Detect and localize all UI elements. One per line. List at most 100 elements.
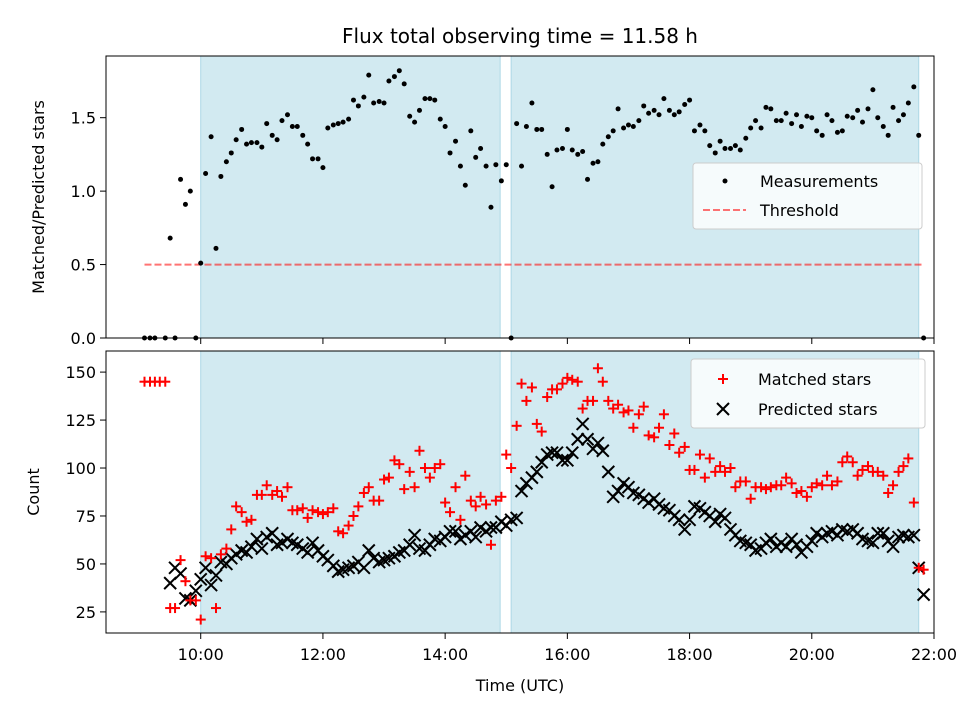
matched-point-10 [190,595,201,606]
measurement-point-23 [264,121,270,127]
matched-point-74 [516,378,527,389]
predicted-point-76 [550,445,564,460]
matched-point-71 [501,449,512,460]
top-shaded-spans [200,55,920,339]
measurement-point-57 [437,116,443,122]
measurement-point-95 [630,124,636,129]
measurement-point-60 [453,138,459,144]
matched-point-23 [256,489,267,500]
matched-point-137 [837,457,848,468]
bottom-ytick-label-4: 125 [65,411,96,430]
measurement-point-120 [758,125,764,131]
predicted-point-27 [300,545,315,560]
measurement-point-39 [346,116,352,122]
bottom-xtick-label-3: 16:00 [544,645,590,664]
matched-point-39 [338,528,349,539]
predicted-point-6 [194,572,208,586]
measurement-point-92 [615,106,621,112]
measurement-point-129 [804,113,810,119]
matched-point-104 [669,428,680,439]
predicted-point-123 [789,538,804,552]
predicted-point-75 [545,445,559,460]
matched-point-89 [592,363,603,374]
measurement-point-36 [330,122,336,128]
measurement-point-98 [646,110,652,116]
matched-point-94 [618,407,629,418]
matched-point-119 [745,493,756,504]
measurement-point-132 [819,132,825,138]
matched-point-135 [826,480,837,491]
matched-point-132 [811,478,822,489]
matched-point-101 [654,422,665,433]
measurement-point-54 [422,96,428,102]
chart-title: Flux total observing time = 11.58 h [342,24,698,48]
measurement-point-79 [549,184,555,190]
matched-point-62 [455,514,466,525]
measurement-point-128 [798,124,804,129]
top-legend-box [692,162,923,230]
legend-measurements-marker [722,178,728,184]
measurement-point-19 [244,141,250,147]
measurement-point-32 [310,156,316,162]
matched-point-42 [353,501,364,512]
measurement-point-88 [595,159,601,165]
matched-point-57 [429,463,440,474]
matched-point-43 [358,487,369,498]
measurement-point-15 [223,159,229,165]
measurement-point-62 [462,182,468,188]
predicted-point-146 [907,528,921,542]
measurement-point-93 [621,125,627,131]
measurement-point-35 [325,125,331,131]
matched-point-96 [628,422,639,433]
matched-point-83 [562,372,573,383]
matched-point-123 [765,482,776,493]
measurement-point-110 [707,143,713,149]
matched-point-18 [231,501,242,512]
measurement-point-91 [610,128,616,134]
matched-point-141 [857,464,868,475]
measurement-point-82 [564,126,570,132]
measurement-point-103 [671,112,677,118]
measurement-point-107 [691,128,697,134]
measurement-point-123 [773,118,779,124]
predicted-point-7 [198,561,213,575]
measurement-point-100 [656,112,662,118]
matched-point-59 [440,497,451,508]
matched-point-148 [893,466,904,477]
bottom-shaded-span-0 [200,350,501,634]
predicted-point-101 [677,522,692,537]
predicted-point-102 [682,513,697,527]
measurement-point-68 [493,162,499,168]
matched-point-68 [485,539,496,550]
matched-point-103 [664,440,675,450]
matched-point-15 [215,549,226,560]
measurement-point-58 [442,124,448,129]
predicted-point-148 [916,587,931,602]
predicted-point-78 [560,453,575,468]
bottom-ytick-label-2: 75 [76,507,96,526]
matched-point-65 [470,501,481,512]
measurement-point-8 [182,201,188,207]
measurement-point-69 [498,178,504,184]
predicted-point-121 [779,539,793,554]
matched-point-153 [918,564,929,575]
top-panel: 0.0 0.5 1.0 1.5 Matched/Predicted stars Mea… [29,55,935,348]
matched-point-26 [272,486,283,497]
bottom-y-axis-label: Count [24,468,43,516]
predicted-point-28 [305,536,320,550]
legend-predicted-marker [716,402,730,416]
matched-point-142 [863,461,874,472]
matched-point-48 [383,472,394,483]
predicted-point-55 [443,524,457,539]
measurement-point-126 [789,121,795,127]
measurement-point-134 [829,118,835,124]
measurement-point-119 [753,118,759,124]
predicted-point-81 [575,417,590,431]
predicted-point-56 [448,524,463,539]
measurement-point-127 [794,112,800,118]
matched-point-146 [883,487,894,498]
predicted-point-9 [209,568,223,583]
measurement-point-124 [778,118,784,124]
measurement-point-137 [844,113,850,119]
matched-point-93 [613,399,624,410]
